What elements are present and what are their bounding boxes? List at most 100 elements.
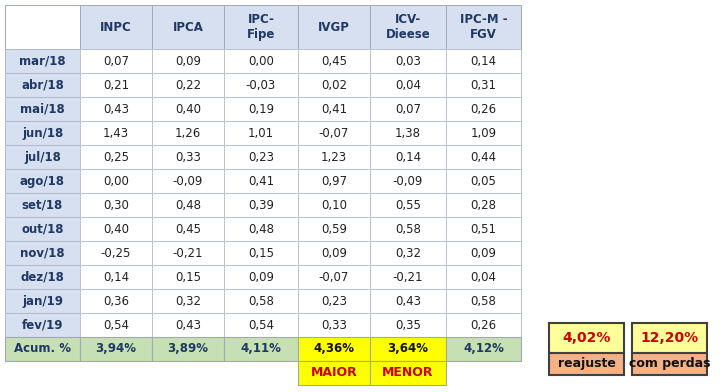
Bar <box>80 49 152 73</box>
Bar <box>5 169 80 193</box>
Text: 0,28: 0,28 <box>470 198 497 212</box>
Bar <box>152 337 224 361</box>
Bar <box>224 265 298 289</box>
Text: 0,14: 0,14 <box>470 54 497 67</box>
Bar <box>152 73 224 97</box>
Bar <box>446 49 521 73</box>
Text: 0,54: 0,54 <box>248 318 274 332</box>
Bar <box>370 337 446 361</box>
Bar <box>224 265 298 289</box>
Text: 0,40: 0,40 <box>175 102 201 116</box>
Bar <box>224 97 298 121</box>
Bar <box>224 73 298 97</box>
Bar <box>5 241 80 265</box>
Text: 0,00: 0,00 <box>248 54 274 67</box>
Bar <box>370 217 446 241</box>
Text: 0,26: 0,26 <box>470 318 497 332</box>
Text: MAIOR: MAIOR <box>311 367 357 379</box>
Bar <box>80 97 152 121</box>
Bar <box>224 289 298 313</box>
Bar <box>370 361 446 385</box>
Bar <box>5 5 80 49</box>
Bar <box>370 169 446 193</box>
Bar <box>370 49 446 73</box>
Bar <box>446 145 521 169</box>
Bar <box>5 73 80 97</box>
Bar <box>370 241 446 265</box>
Text: 0,04: 0,04 <box>470 270 497 283</box>
Bar <box>152 265 224 289</box>
Bar <box>370 337 446 361</box>
Bar <box>298 361 370 385</box>
Bar <box>298 289 370 313</box>
Bar <box>298 169 370 193</box>
Bar <box>370 97 446 121</box>
Bar <box>549 323 624 353</box>
Bar <box>152 217 224 241</box>
Text: Acum. %: Acum. % <box>14 343 71 356</box>
Bar <box>224 337 298 361</box>
Text: nov/18: nov/18 <box>20 247 65 260</box>
Text: mai/18: mai/18 <box>20 102 65 116</box>
Bar <box>446 193 521 217</box>
Bar <box>370 5 446 49</box>
Bar <box>298 313 370 337</box>
Bar <box>152 145 224 169</box>
Bar <box>224 217 298 241</box>
Bar <box>224 73 298 97</box>
Bar <box>224 289 298 313</box>
Text: -0,07: -0,07 <box>319 127 349 140</box>
Bar <box>80 193 152 217</box>
Bar <box>5 289 80 313</box>
Text: 0,55: 0,55 <box>395 198 421 212</box>
Bar <box>298 265 370 289</box>
Bar <box>446 73 521 97</box>
Bar <box>80 217 152 241</box>
Bar <box>224 121 298 145</box>
Bar <box>152 97 224 121</box>
Text: 0,40: 0,40 <box>103 223 129 236</box>
Bar <box>5 265 80 289</box>
Text: 0,45: 0,45 <box>321 54 347 67</box>
Text: 0,07: 0,07 <box>103 54 129 67</box>
Bar <box>446 265 521 289</box>
Text: ago/18: ago/18 <box>20 174 65 187</box>
Bar <box>298 241 370 265</box>
Text: -0,21: -0,21 <box>393 270 423 283</box>
Bar <box>152 169 224 193</box>
Text: 0,09: 0,09 <box>470 247 497 260</box>
Bar <box>5 337 80 361</box>
Bar <box>298 241 370 265</box>
Bar <box>152 5 224 49</box>
Bar <box>152 241 224 265</box>
Bar <box>224 169 298 193</box>
Text: 0,19: 0,19 <box>248 102 274 116</box>
Text: 0,32: 0,32 <box>175 294 201 307</box>
Text: 0,54: 0,54 <box>103 318 129 332</box>
Bar <box>370 169 446 193</box>
Bar <box>224 145 298 169</box>
Bar <box>446 121 521 145</box>
Text: 0,58: 0,58 <box>470 294 497 307</box>
Text: 1,23: 1,23 <box>321 151 347 163</box>
Bar <box>224 121 298 145</box>
Bar <box>446 121 521 145</box>
Bar <box>152 97 224 121</box>
Text: 0,26: 0,26 <box>470 102 497 116</box>
Text: 0,59: 0,59 <box>321 223 347 236</box>
Text: 0,03: 0,03 <box>395 54 421 67</box>
Text: -0,07: -0,07 <box>319 270 349 283</box>
Bar <box>80 97 152 121</box>
Bar <box>152 313 224 337</box>
Bar <box>5 217 80 241</box>
Bar <box>298 169 370 193</box>
Text: 0,21: 0,21 <box>103 78 129 91</box>
Bar <box>5 145 80 169</box>
Bar <box>446 193 521 217</box>
Text: out/18: out/18 <box>21 223 64 236</box>
Bar <box>370 265 446 289</box>
Bar <box>370 289 446 313</box>
Bar <box>80 241 152 265</box>
Bar <box>298 121 370 145</box>
Bar <box>298 5 370 49</box>
